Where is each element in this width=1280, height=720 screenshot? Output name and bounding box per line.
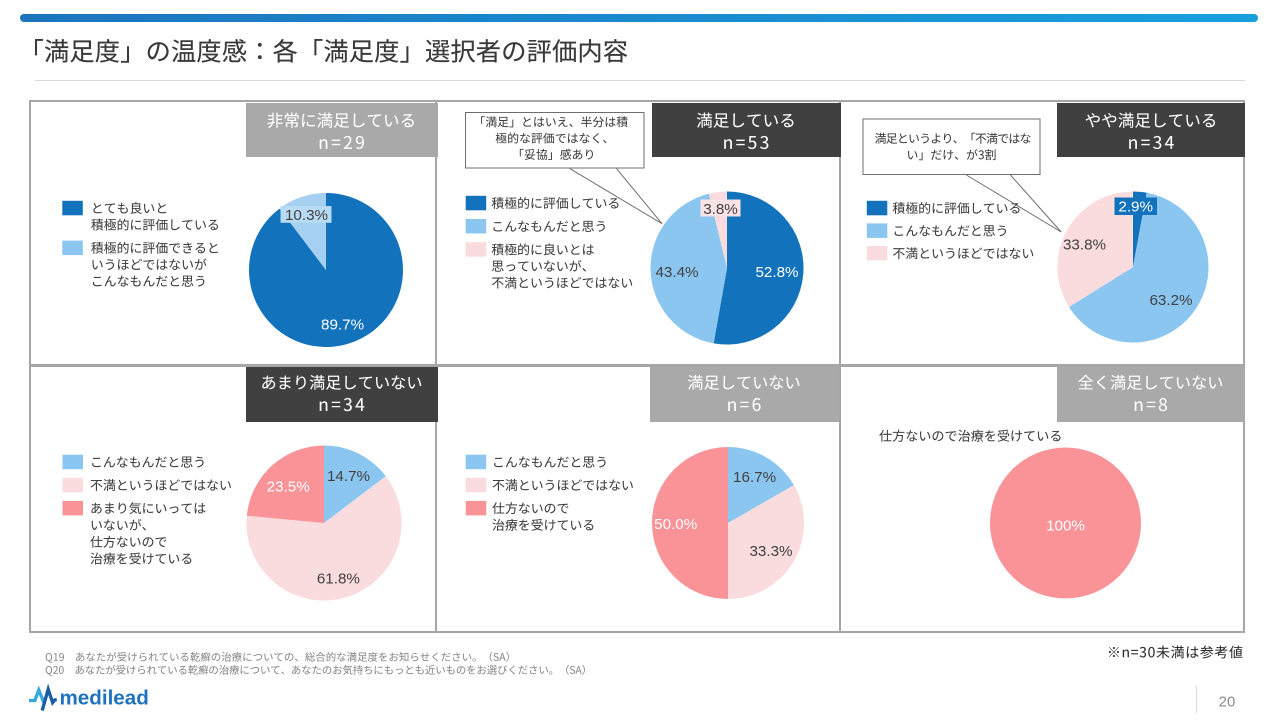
svg-text:10.3%: 10.3% [285,207,328,224]
svg-text:43.4%: 43.4% [655,264,698,281]
svg-text:52.8%: 52.8% [755,264,798,281]
svg-text:23.5%: 23.5% [267,478,310,495]
svg-text:63.2%: 63.2% [1149,292,1192,309]
svg-text:3.8%: 3.8% [703,201,738,218]
svg-text:medilead: medilead [60,687,149,710]
svg-text:14.7%: 14.7% [327,468,370,485]
svg-text:61.8%: 61.8% [317,571,360,588]
svg-text:33.8%: 33.8% [1063,236,1106,253]
svg-text:100%: 100% [1046,517,1085,534]
svg-text:2.9%: 2.9% [1118,199,1153,216]
svg-text:20: 20 [1219,694,1236,711]
svg-text:50.0%: 50.0% [654,516,697,533]
svg-text:89.7%: 89.7% [321,317,364,334]
svg-text:16.7%: 16.7% [733,469,776,486]
svg-text:33.3%: 33.3% [749,543,792,560]
